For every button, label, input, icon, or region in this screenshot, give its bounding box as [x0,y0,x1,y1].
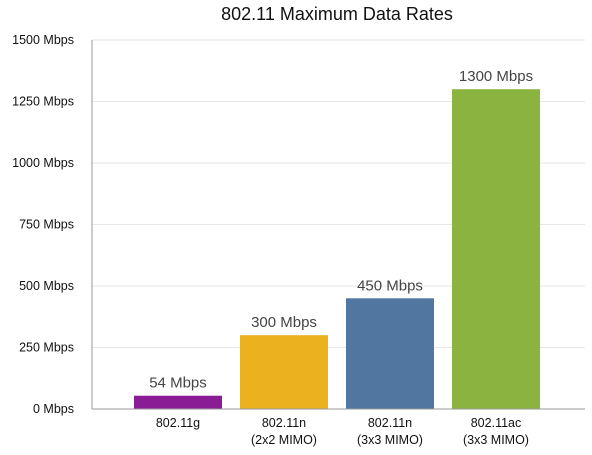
x-category-label: (3x3 MIMO) [463,433,529,447]
x-category-label: 802.11n [368,416,412,430]
y-tick-label: 750 Mbps [19,218,74,232]
x-category-label: 802.11ac [471,416,522,430]
bars [134,89,540,409]
y-axis-tick-labels: 0 Mbps 250 Mbps 500 Mbps 750 Mbps 1000 Mbps 1… [12,33,74,416]
y-tick-label: 1000 Mbps [12,156,74,170]
data-labels: 54 Mbps 300 Mbps 450 Mbps 1300 Mbps [149,68,533,392]
bar-value-label: 1300 Mbps [459,68,533,85]
bar [346,298,434,409]
y-tick-label: 1250 Mbps [12,95,74,109]
bar [240,335,328,409]
x-category-label: 802.11g [156,416,200,430]
y-tick-label: 500 Mbps [19,279,74,293]
bar [452,89,540,409]
x-category-label: 802.11n [262,416,306,430]
bar-value-label: 450 Mbps [357,277,423,294]
y-tick-label: 0 Mbps [33,402,74,416]
chart-title: 802.11 Maximum Data Rates [221,4,453,24]
y-tick-label: 250 Mbps [19,341,74,355]
bar-value-label: 300 Mbps [251,314,317,331]
x-axis-category-labels: 802.11g 802.11n (2x2 MIMO) 802.11n (3x3 MIMO… [156,416,529,447]
x-category-label: (2x2 MIMO) [251,433,317,447]
bar [134,395,222,409]
bar-value-label: 54 Mbps [149,375,207,392]
y-tick-label: 1500 Mbps [12,33,74,47]
x-category-label: (3x3 MIMO) [357,433,423,447]
